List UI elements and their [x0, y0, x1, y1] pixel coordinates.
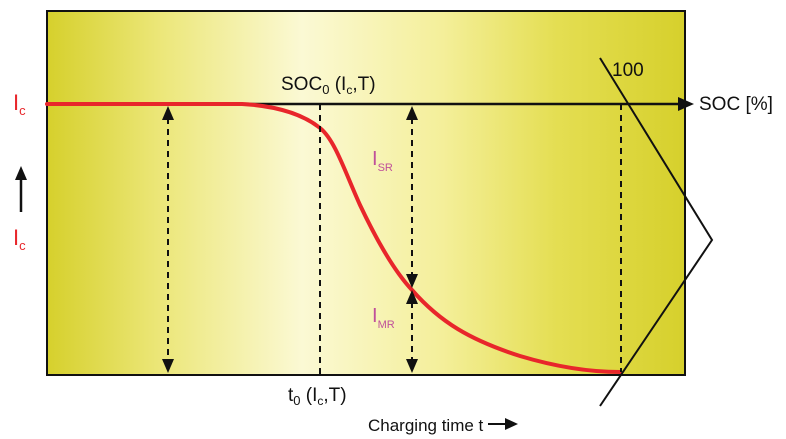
imr-arrowhead-top: [406, 290, 418, 304]
imr-arrowhead-bottom: [406, 359, 418, 373]
time-axis-label: Charging time t: [368, 416, 484, 435]
isr-arrowhead-top: [406, 106, 418, 120]
ic-left-label: Ic: [13, 90, 26, 118]
ic-magnitude-arrowhead-top: [162, 106, 174, 120]
charging-current-curve: [45, 102, 622, 374]
diagram-frame: [46, 10, 686, 376]
soc-100-label: 100: [612, 60, 644, 81]
right-bracket: [599, 57, 714, 407]
ic-magnitude-arrowhead-bottom: [162, 359, 174, 373]
soc-axis-arrowhead: [678, 97, 694, 111]
isr-label: ISR: [372, 148, 393, 174]
time-axis-arrowhead: [505, 418, 518, 430]
soc-axis-label: SOC [%]: [699, 94, 773, 115]
ic-axis-label: Ic: [13, 225, 26, 253]
t0-label: t0 (Ic,T): [288, 385, 347, 408]
soc0-label: SOC0 (Ic,T): [281, 74, 376, 97]
imr-label: IMR: [372, 305, 395, 331]
isr-arrowhead-bottom: [406, 274, 418, 288]
ic-axis-arrowhead: [15, 166, 27, 180]
